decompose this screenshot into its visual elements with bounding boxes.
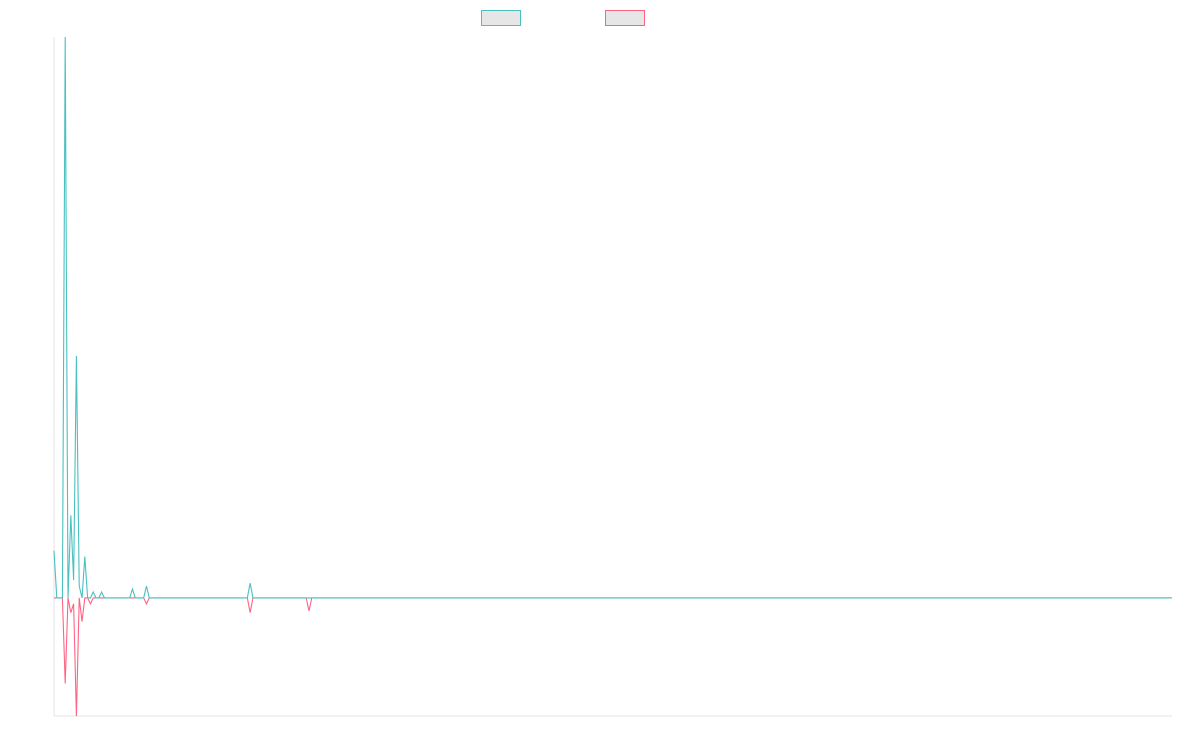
- chart-axes: [53, 37, 1172, 717]
- series-line-1: [53, 36, 1172, 599]
- legend-swatch-2: [605, 10, 645, 26]
- chart-legend: [481, 10, 645, 26]
- legend-swatch-1: [481, 10, 521, 26]
- series-line-2: [54, 597, 1172, 717]
- plot-area: [53, 36, 1172, 717]
